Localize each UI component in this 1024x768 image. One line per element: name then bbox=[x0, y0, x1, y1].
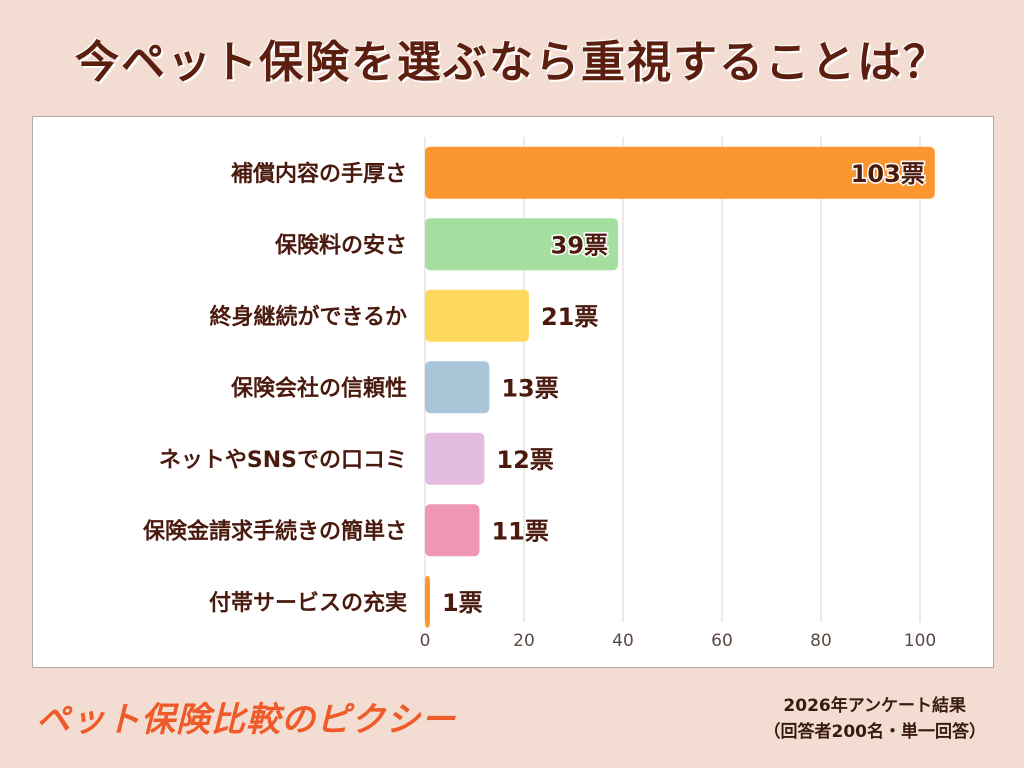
bar bbox=[425, 504, 480, 557]
x-tick-label: 0 bbox=[420, 631, 431, 651]
category-label: 付帯サービスの充実 bbox=[209, 590, 407, 616]
category-label: ネットやSNSでの口コミ bbox=[159, 448, 407, 473]
value-label: 11票 bbox=[491, 517, 548, 545]
category-label: 補償内容の手厚さ bbox=[230, 161, 407, 187]
bar bbox=[425, 289, 529, 342]
category-label: 終身継続ができるか bbox=[209, 304, 407, 330]
value-label: 12票 bbox=[496, 446, 553, 474]
category-label: 保険料の安さ bbox=[274, 232, 407, 258]
footnote-line1: 2026年アンケート結果 bbox=[783, 696, 967, 716]
value-label: 21票 bbox=[541, 303, 598, 331]
chart-title: 今ペット保険を選ぶなら重視することは？ bbox=[75, 37, 949, 88]
x-tick-label: 60 bbox=[711, 631, 733, 651]
value-label: 39票 bbox=[551, 231, 608, 259]
brand-logo-text: ペット保険比較のピクシー bbox=[36, 700, 456, 740]
bar bbox=[425, 575, 430, 628]
value-label: 13票 bbox=[501, 374, 558, 402]
x-tick-label: 20 bbox=[513, 631, 535, 651]
value-label: 103票 bbox=[851, 160, 925, 188]
x-tick-label: 80 bbox=[810, 631, 832, 651]
category-label: 保険会社の信頼性 bbox=[230, 375, 407, 401]
bar bbox=[425, 361, 490, 414]
value-label: 1票 bbox=[442, 589, 483, 617]
bar bbox=[425, 218, 619, 271]
x-tick-label: 40 bbox=[612, 631, 634, 651]
bar bbox=[425, 432, 485, 485]
survey-footnote: 2026年アンケート結果 （回答者200名・単一回答） bbox=[764, 694, 987, 745]
footnote-line2: （回答者200名・単一回答） bbox=[763, 721, 987, 742]
bar bbox=[425, 146, 935, 199]
chart-panel: 0 20 40 60 80 100 補償内容の手厚さ 103票保険料の安さ 39票終身継続ができ… bbox=[32, 116, 994, 668]
category-label: 保険金請求手続きの簡単さ bbox=[142, 518, 407, 544]
x-tick-label: 100 bbox=[904, 631, 936, 651]
